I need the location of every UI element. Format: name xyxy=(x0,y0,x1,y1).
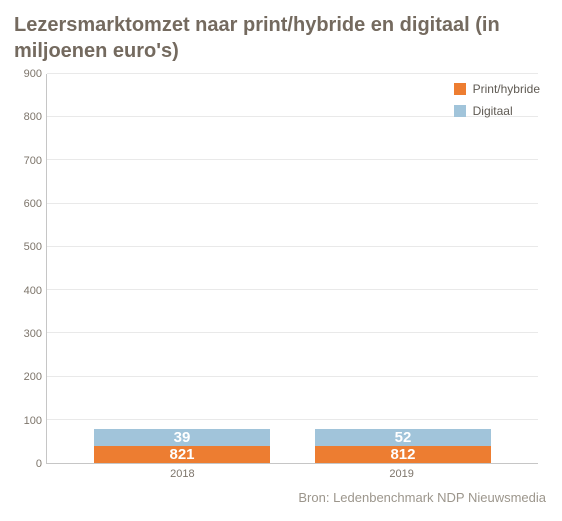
source-line: Bron: Ledenbenchmark NDP Nieuwsmedia xyxy=(14,490,548,505)
bar-segment: 821 xyxy=(94,446,271,463)
x-tick-label: 2019 xyxy=(314,464,489,486)
bar-group: 39821 xyxy=(94,429,271,463)
chart-container: Lezersmarktomzet naar print/hybride en d… xyxy=(0,0,562,521)
gridline xyxy=(47,289,538,290)
y-tick-label: 0 xyxy=(36,458,42,470)
legend-swatch xyxy=(454,105,466,117)
y-axis: 0100200300400500600700800900 xyxy=(14,74,42,464)
gridline xyxy=(47,159,538,160)
legend-swatch xyxy=(454,83,466,95)
chart-title: Lezersmarktomzet naar print/hybride en d… xyxy=(14,12,548,64)
plot-area: 39821 52812 xyxy=(46,74,538,464)
bar-value-label: 39 xyxy=(174,429,191,446)
bar-segment: 39 xyxy=(94,429,271,446)
legend-item: Print/hybride xyxy=(454,82,540,96)
gridline xyxy=(47,332,538,333)
bar-segment: 812 xyxy=(315,446,492,463)
gridline xyxy=(47,246,538,247)
x-axis: 2018 2019 xyxy=(46,464,538,486)
legend: Print/hybride Digitaal xyxy=(454,82,540,126)
y-tick-label: 600 xyxy=(24,198,42,210)
y-tick-label: 800 xyxy=(24,111,42,123)
y-tick-label: 700 xyxy=(24,155,42,167)
y-tick-label: 100 xyxy=(24,415,42,427)
legend-item: Digitaal xyxy=(454,104,540,118)
x-tick-label: 2018 xyxy=(95,464,270,486)
bar-value-label: 812 xyxy=(390,446,415,463)
bar-value-label: 821 xyxy=(170,446,195,463)
bar-group: 52812 xyxy=(315,429,492,463)
legend-label: Print/hybride xyxy=(473,82,540,96)
plot-region: 0100200300400500600700800900 3982152812 xyxy=(46,74,538,464)
gridline xyxy=(47,419,538,420)
y-tick-label: 200 xyxy=(24,371,42,383)
y-tick-label: 400 xyxy=(24,285,42,297)
gridline xyxy=(47,73,538,74)
bar-value-label: 52 xyxy=(395,429,412,446)
bars-layer: 39821 52812 xyxy=(47,74,538,463)
y-tick-label: 300 xyxy=(24,328,42,340)
gridline xyxy=(47,203,538,204)
y-tick-label: 900 xyxy=(24,68,42,80)
gridline xyxy=(47,376,538,377)
bar-segment: 52 xyxy=(315,429,492,446)
y-tick-label: 500 xyxy=(24,241,42,253)
legend-label: Digitaal xyxy=(473,104,513,118)
